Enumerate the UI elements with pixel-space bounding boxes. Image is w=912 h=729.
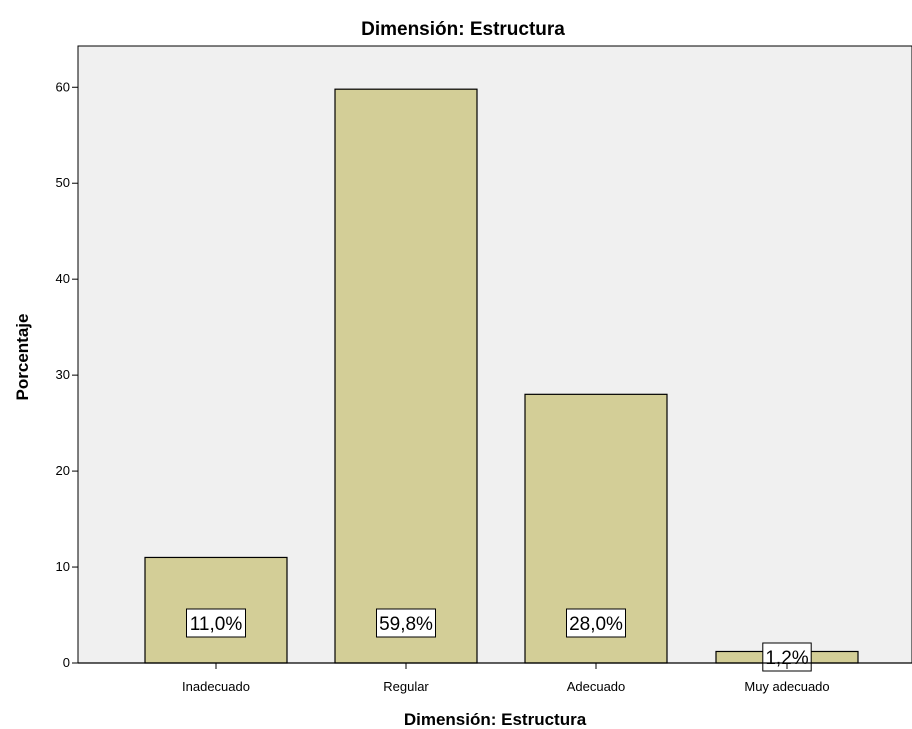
y-axis-title: Porcentaje xyxy=(13,314,32,401)
data-label-box xyxy=(376,608,436,638)
x-tick-label: Inadecuado xyxy=(182,679,250,694)
y-axis: 0 10 20 30 40 50 60 xyxy=(56,79,78,670)
y-tick-label: 10 xyxy=(56,559,70,574)
x-tick-label: Muy adecuado xyxy=(744,679,829,694)
x-axis: Inadecuado Regular Adecuado Muy adecuado xyxy=(78,662,912,694)
data-label: 28,0% xyxy=(569,614,623,635)
bars: 11,0% 59,8% 28,0% 1,2% xyxy=(144,88,859,672)
data-label: 1,2% xyxy=(765,648,808,669)
y-tick-label: 20 xyxy=(56,463,70,478)
y-tick-label: 0 xyxy=(63,655,70,670)
data-label-box xyxy=(566,608,626,638)
y-tick-label: 40 xyxy=(56,271,70,286)
data-label: 59,8% xyxy=(379,614,433,635)
x-tick-label: Regular xyxy=(383,679,429,694)
data-label: 11,0% xyxy=(190,614,243,635)
y-tick-label: 50 xyxy=(56,175,70,190)
data-label-box xyxy=(186,608,246,638)
chart-title: Dimensión: Estructura xyxy=(361,19,565,40)
y-tick-label: 30 xyxy=(56,367,70,382)
x-axis-title: Dimensión: Estructura xyxy=(404,710,587,729)
x-tick-label: Adecuado xyxy=(567,679,626,694)
bar-regular xyxy=(334,88,478,664)
y-tick-label: 60 xyxy=(56,79,70,94)
